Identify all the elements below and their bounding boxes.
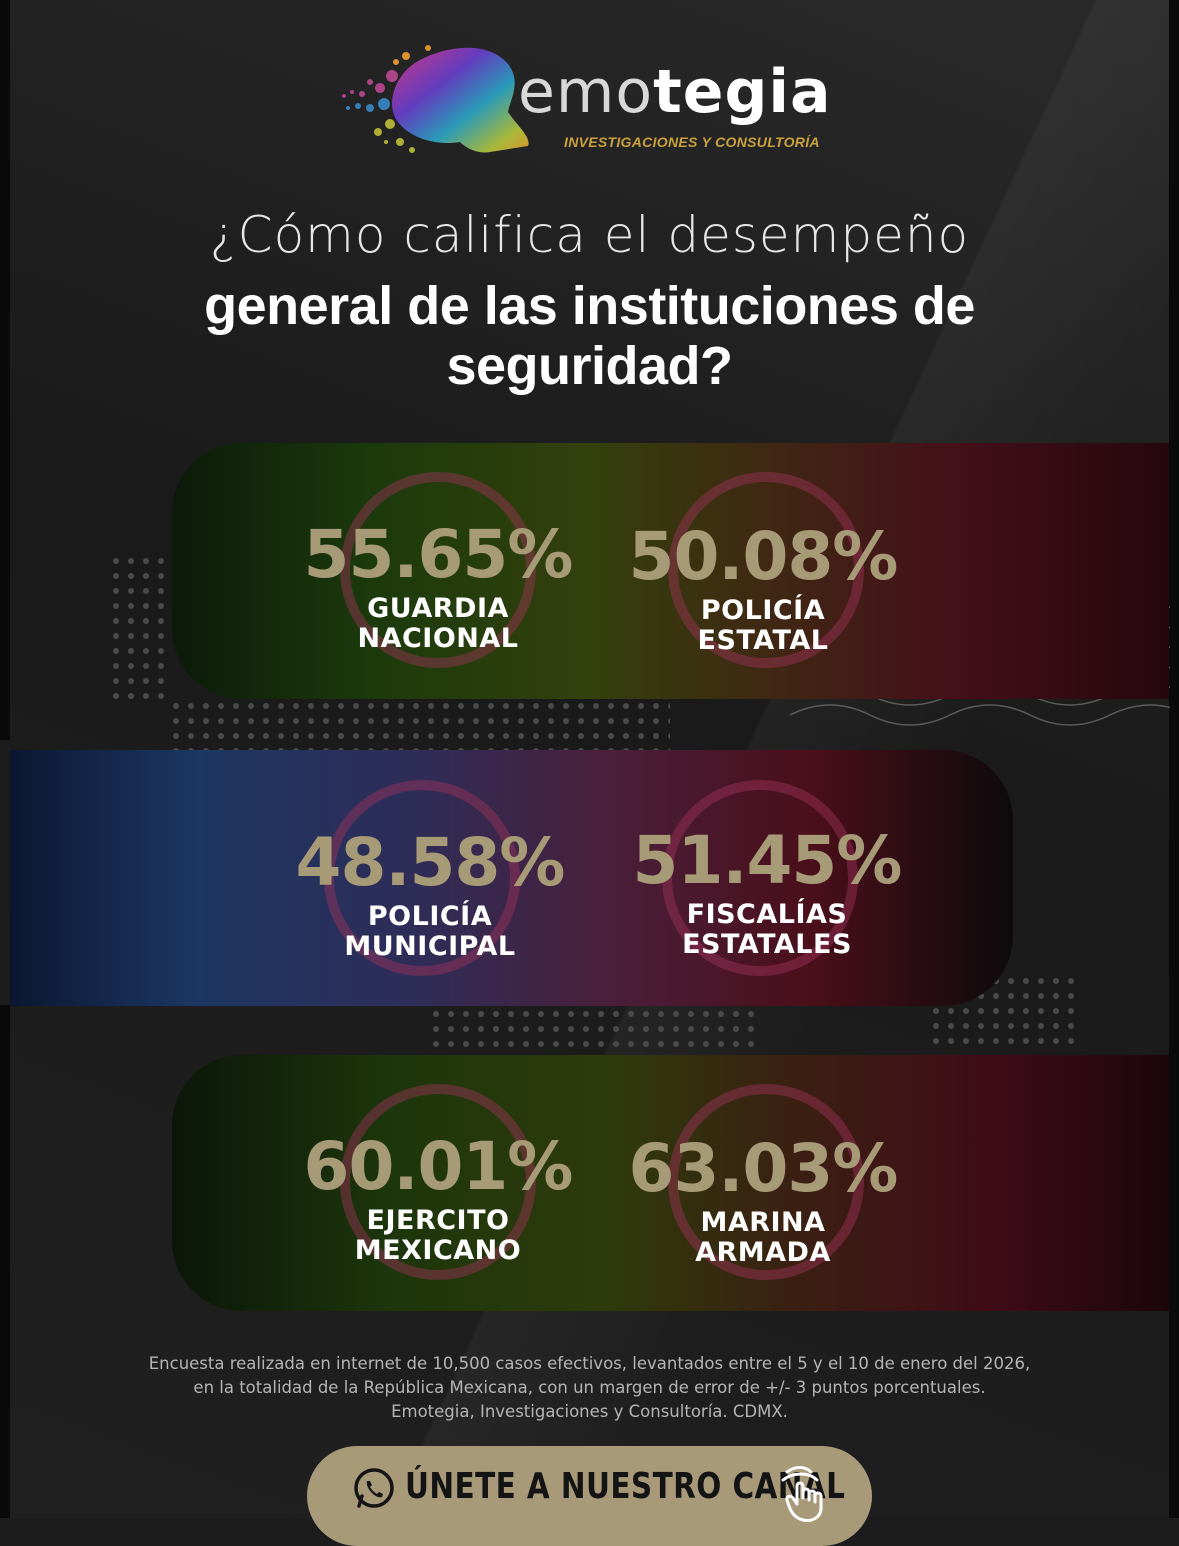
stat-guardia-nacional: 55.65% GUARDIA NACIONAL [288,522,588,654]
stat-label-line: MUNICIPAL [344,931,516,962]
stat-label-line: ARMADA [695,1237,831,1268]
stat-fiscalias-estatales: 51.45% FISCALÍAS ESTATALES [617,828,917,960]
question-bold: general de las instituciones de segurida… [0,276,1179,396]
stat-percent: 63.03% [628,1130,899,1207]
stat-percent: 55.65% [303,516,574,593]
stat-percent: 48.58% [295,824,566,901]
ring-decoration [668,472,864,668]
dot-grid-decoration [110,555,170,705]
stat-percent: 51.45% [632,822,903,899]
stat-label: POLICÍA MUNICIPAL [280,902,580,962]
stat-policia-municipal: 48.58% POLICÍA MUNICIPAL [280,830,580,962]
stat-label: POLICÍA ESTATAL [613,596,913,656]
stat-label-line: MARINA [700,1207,826,1238]
stat-label-line: POLICÍA [367,901,493,932]
stat-ejercito-mexicano: 60.01% EJERCITO MEXICANO [288,1134,588,1266]
question-line-1: ¿Cómo califica el desempeño [209,206,970,264]
stat-percent: 50.08% [628,518,899,595]
brand-wordmark: emotegia [518,62,831,122]
ring-decoration [324,780,520,976]
stat-label-line: MEXICANO [354,1235,522,1266]
stat-label-line: ESTATALES [682,929,852,960]
methodology-note: Encuesta realizada en internet de 10,500… [0,1352,1179,1424]
left-edge [0,0,10,740]
hand-pointer-icon [781,1466,823,1522]
stat-label-line: ESTATAL [697,625,829,656]
stat-label-line: POLICÍA [700,595,826,626]
ring-decoration [668,1084,864,1280]
stat-marina-armada: 63.03% MARINA ARMADA [613,1136,913,1268]
stat-policia-estatal: 50.08% POLICÍA ESTATAL [613,524,913,656]
brand-tagline: INVESTIGACIONES Y CONSULTORÍA [564,134,820,150]
join-channel-label: ÚNETE A NUESTRO CANAL [405,1466,846,1507]
stat-percent: 60.01% [303,1128,574,1205]
brand-logo: emotegia INVESTIGACIONES Y CONSULTORÍA [340,42,850,162]
dot-grid-decoration [170,700,670,750]
stat-label-line: NACIONAL [357,623,519,654]
stat-label: MARINA ARMADA [613,1208,913,1268]
brand-word-light: emo [518,57,654,127]
question-line-2: general de las instituciones de [204,276,975,336]
question-line-3: seguridad? [446,336,733,396]
methodology-line-2: en la totalidad de la República Mexicana… [193,1378,986,1397]
brand-word-bold: tegia [653,57,832,127]
right-edge [1169,0,1179,1518]
ring-decoration [662,780,858,976]
join-channel-button[interactable]: ÚNETE A NUESTRO CANAL [307,1446,872,1546]
whatsapp-icon [354,1468,394,1508]
stat-label-line: FISCALÍAS [686,899,848,930]
ring-decoration [340,472,536,668]
stat-label: GUARDIA NACIONAL [288,594,588,654]
brand-logo-mark-icon [342,45,529,153]
stat-label: FISCALÍAS ESTATALES [617,900,917,960]
ring-decoration [340,1084,536,1280]
dot-grid-decoration [430,1008,760,1053]
left-edge-lower [0,1005,10,1518]
methodology-line-1: Encuesta realizada en internet de 10,500… [148,1354,1031,1373]
stat-label-line: GUARDIA [367,593,509,624]
stat-label-line: EJERCITO [366,1205,510,1236]
methodology-line-3: Emotegia, Investigaciones y Consultoría.… [391,1402,788,1421]
stat-label: EJERCITO MEXICANO [288,1206,588,1266]
